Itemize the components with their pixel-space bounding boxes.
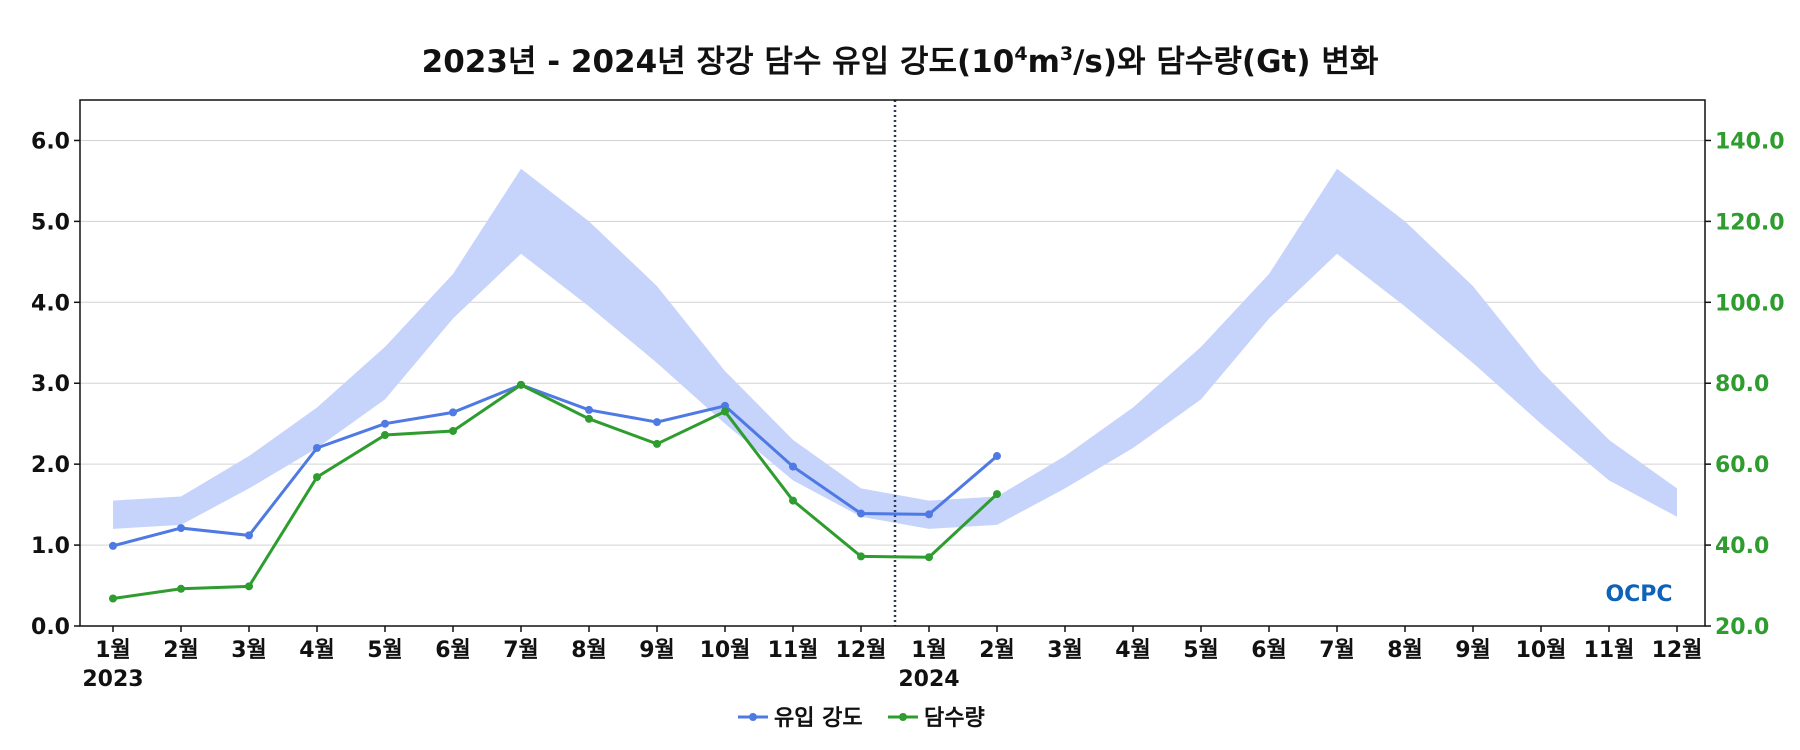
series-0-point-9 — [721, 401, 729, 410]
series-0-point-11 — [857, 509, 865, 518]
chart-title-part2: m — [1028, 44, 1060, 80]
series-0-point-1 — [177, 524, 185, 533]
x-tick-label-11: 12월 — [836, 638, 887, 663]
x-tick-label-19: 8월 — [1387, 638, 1423, 663]
y-right-tick-label-3: 80.0 — [1715, 372, 1769, 397]
series-0-point-7 — [585, 405, 593, 414]
x-tick-label-0: 1월 — [95, 638, 131, 663]
series-1-point-6 — [517, 380, 525, 389]
legend-marker-0 — [749, 713, 757, 721]
x-tick-label-8: 9월 — [639, 638, 675, 663]
x-tick-label-13: 2월 — [979, 638, 1015, 663]
x-tick-label-12: 1월 — [911, 638, 947, 663]
series-1-point-5 — [449, 426, 457, 435]
x-tick-label-3: 4월 — [299, 638, 335, 663]
x-tick-label-7: 8월 — [571, 638, 607, 663]
y-left-tick-label-1: 1.0 — [31, 534, 70, 559]
series-0-point-12 — [925, 510, 933, 519]
series-line-1 — [112, 383, 999, 600]
series-0-point-5 — [449, 408, 457, 417]
legend-marker-1 — [899, 713, 907, 721]
y-left-tick-label-4: 4.0 — [31, 291, 70, 316]
x-tick-label-2: 3월 — [231, 638, 267, 663]
series-0-point-3 — [313, 443, 321, 452]
x-tick-label-6: 7월 — [503, 638, 539, 663]
y-right-tick-label-5: 120.0 — [1715, 210, 1785, 235]
year-label-0: 2023 — [82, 667, 143, 692]
series-1-point-8 — [653, 439, 661, 448]
x-tick-label-10: 11월 — [768, 638, 819, 663]
y-left-tick-label-5: 5.0 — [31, 210, 70, 235]
series-1-point-0 — [109, 594, 117, 603]
series-0-point-2 — [245, 531, 253, 540]
series-0-point-4 — [381, 419, 389, 428]
series-line-0 — [112, 383, 998, 548]
y-right-tick-label-1: 40.0 — [1715, 534, 1769, 559]
y-right-tick-label-0: 20.0 — [1715, 615, 1769, 640]
chart-title-part1: 2023년 - 2024년 장강 담수 유입 강도(10 — [422, 44, 1015, 80]
series-1-point-7 — [585, 414, 593, 423]
legend: 유입 강도 담수량 — [738, 706, 985, 731]
series-0-point-8 — [653, 418, 661, 427]
series-layer — [109, 380, 1001, 603]
year-label-1: 2024 — [898, 667, 959, 692]
x-tick-label-14: 3월 — [1047, 638, 1083, 663]
x-tick-label-21: 10월 — [1516, 638, 1567, 663]
series-1-point-1 — [177, 584, 185, 593]
climatology-band-layer — [113, 168, 1677, 529]
series-1-point-9 — [721, 407, 729, 416]
chart-title-superscript-2: 3 — [1060, 43, 1073, 65]
y-right-tick-label-2: 60.0 — [1715, 453, 1769, 478]
tick-label-layer: 0.0 1.0 2.0 3.0 4.0 5.0 6.0 20.0 40.0 60.0 80.0 100… — [31, 129, 1785, 692]
chart-title-superscript-1: 4 — [1014, 43, 1027, 65]
ocpc-logo: OCPC — [1605, 582, 1672, 607]
y-left-tick-label-0: 0.0 — [31, 615, 70, 640]
y-left-tick-label-6: 6.0 — [31, 129, 70, 154]
x-tick-label-17: 6월 — [1251, 638, 1287, 663]
x-tick-label-18: 7월 — [1319, 638, 1355, 663]
y-left-tick-label-2: 2.0 — [31, 453, 70, 478]
series-0-point-13 — [993, 452, 1001, 461]
x-tick-label-9: 10월 — [700, 638, 751, 663]
climatology-band — [113, 168, 1677, 529]
x-tick-label-22: 11월 — [1584, 638, 1635, 663]
series-0-point-10 — [789, 462, 797, 471]
legend-label-1: 담수량 — [924, 706, 985, 731]
series-1-point-12 — [925, 553, 933, 562]
x-tick-label-23: 12월 — [1652, 638, 1703, 663]
legend-label-0: 유입 강도 — [774, 706, 863, 731]
x-tick-label-4: 5월 — [367, 638, 403, 663]
y-left-tick-label-3: 3.0 — [31, 372, 70, 397]
x-tick-label-15: 4월 — [1115, 638, 1151, 663]
y-right-tick-label-4: 100.0 — [1715, 291, 1785, 316]
x-tick-label-1: 2월 — [163, 638, 199, 663]
series-0-point-0 — [109, 541, 117, 550]
chart-title: 2023년 - 2024년 장강 담수 유입 강도(104m3/s)와 담수량(… — [422, 43, 1379, 80]
series-1-point-3 — [313, 473, 321, 482]
series-1-point-2 — [245, 582, 253, 591]
x-tick-label-5: 6월 — [435, 638, 471, 663]
series-1-point-10 — [789, 496, 797, 505]
x-tick-label-16: 5월 — [1183, 638, 1219, 663]
y-right-tick-label-6: 140.0 — [1715, 129, 1785, 154]
plot-frame — [79, 99, 1706, 627]
chart-title-part3: /s)와 담수량(Gt) 변화 — [1073, 44, 1379, 80]
x-tick-label-20: 9월 — [1455, 638, 1491, 663]
series-1-point-4 — [381, 431, 389, 440]
series-1-point-11 — [857, 552, 865, 561]
axes-layer — [74, 99, 1711, 632]
series-1-point-13 — [993, 490, 1001, 499]
